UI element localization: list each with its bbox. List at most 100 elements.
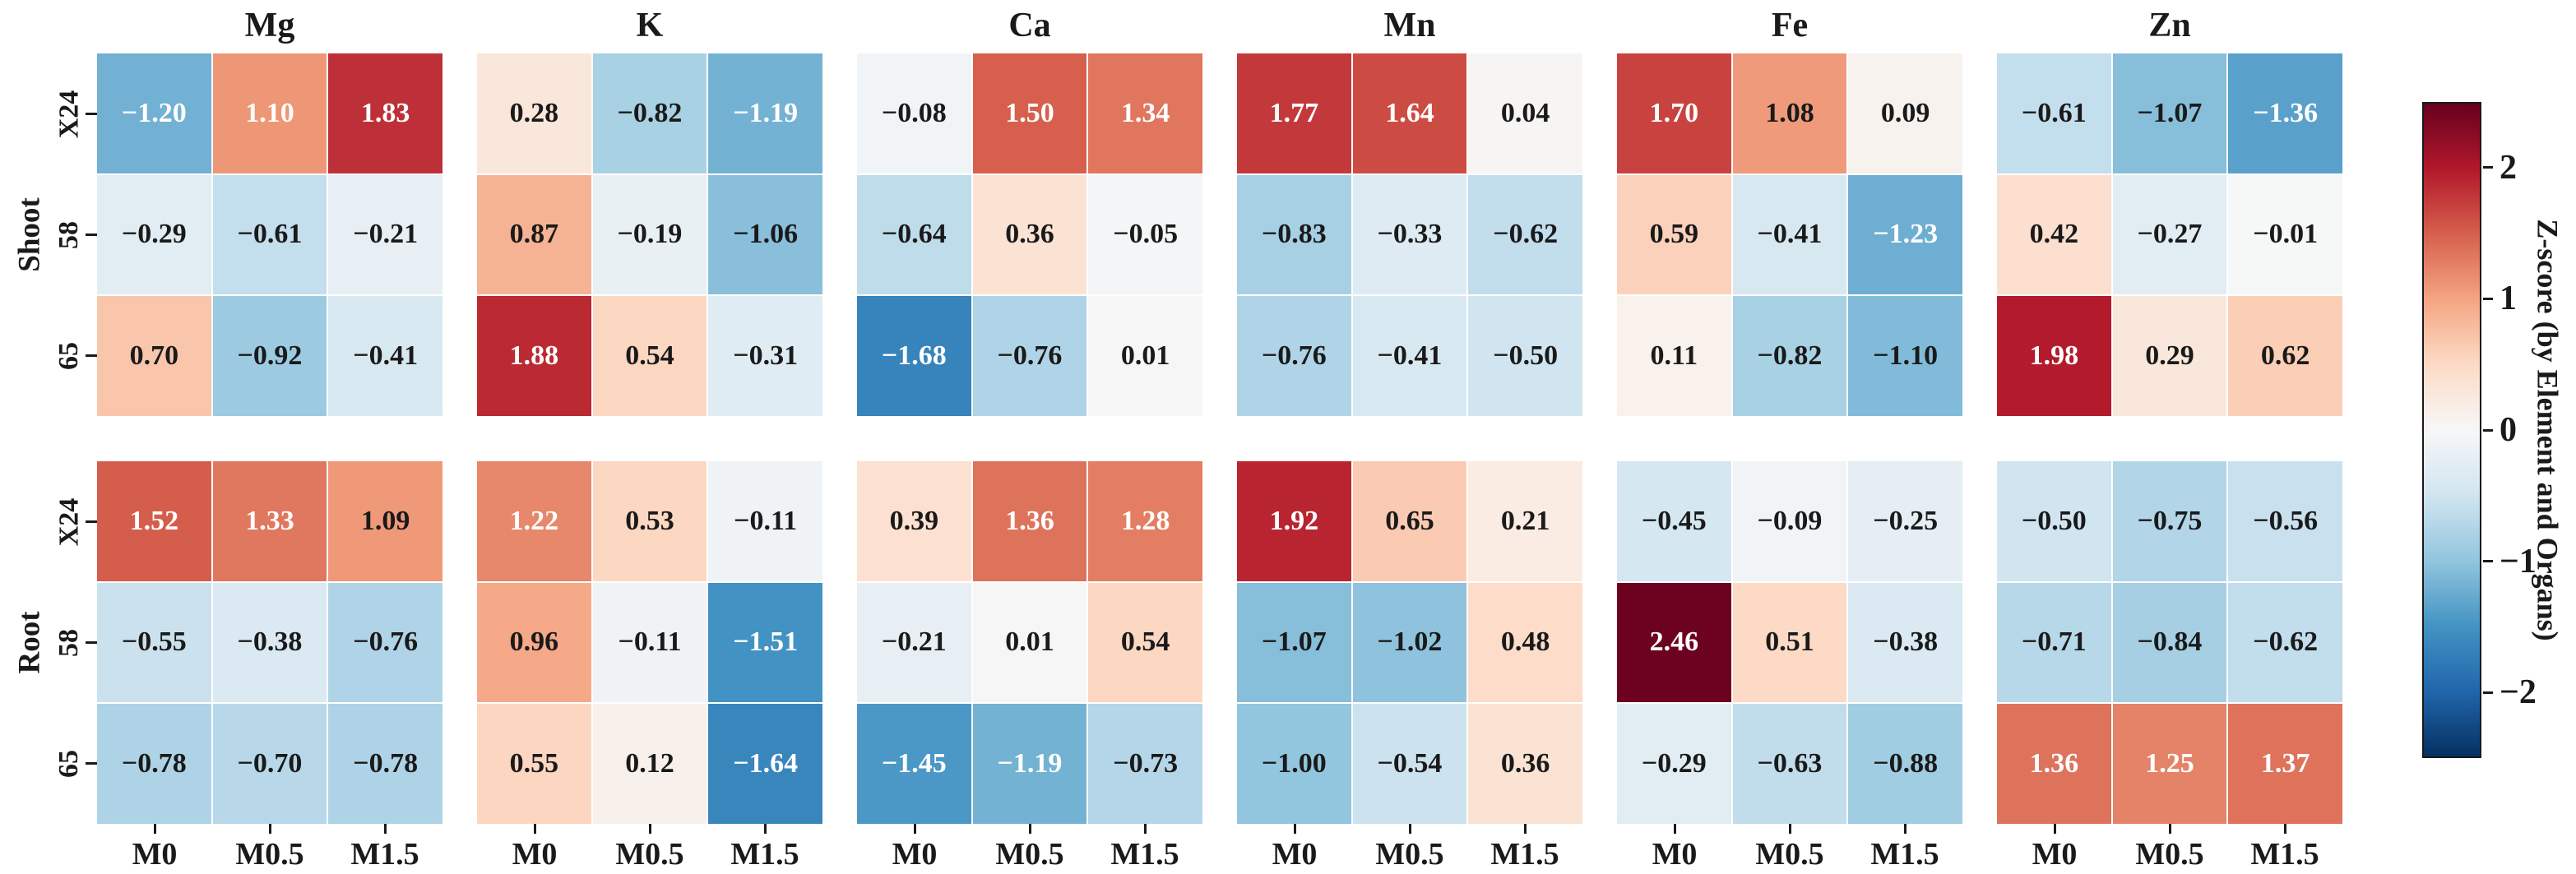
cell-value: 0.11 <box>1650 340 1698 372</box>
heatmap-cell: −1.64 <box>708 704 822 824</box>
heatmap-cell: 1.77 <box>1237 53 1351 173</box>
row-label-box-shoot-x24: X24 <box>48 53 90 174</box>
cell-value: −1.23 <box>1873 219 1939 250</box>
heatmap-cell: 0.12 <box>592 704 707 824</box>
cell-value: −0.41 <box>1757 219 1823 250</box>
heatmap-cell: −0.62 <box>2228 582 2342 703</box>
heatmap-cell: −0.45 <box>1617 461 1731 581</box>
heatmap-cell: −0.31 <box>708 296 822 416</box>
cell-value: −0.63 <box>1757 748 1823 779</box>
heatmap-cell: −0.76 <box>1237 296 1351 416</box>
x-tick-mark <box>1903 824 1907 834</box>
cell-value: −0.75 <box>2137 505 2203 536</box>
cell-value: −0.62 <box>1493 219 1559 250</box>
heatmap-cell: −1.23 <box>1848 174 1962 295</box>
cell-value: −0.29 <box>121 219 187 250</box>
row-tick-label: 58 <box>53 220 84 249</box>
x-tick-mark <box>533 824 536 834</box>
cell-value: −0.73 <box>1113 748 1179 779</box>
heatmap-cell: −0.63 <box>1732 704 1847 824</box>
cell-value: −0.82 <box>1757 340 1823 372</box>
heatmap-cell: −1.45 <box>857 704 971 824</box>
heatmap-block-shoot-fe: 1.70 1.08 0.09 0.59 −0.41 −1.23 0.11 −0.82 −1.10 <box>1617 53 1962 416</box>
heatmap-cell: 1.88 <box>477 296 591 416</box>
heatmap-cell: −0.27 <box>2112 174 2227 295</box>
x-tick-label: M0.5 <box>995 837 1064 872</box>
heatmap-cell: −0.82 <box>592 53 707 173</box>
heatmap-cell: −0.76 <box>328 582 442 703</box>
heatmap-cell: −1.19 <box>972 704 1087 824</box>
heatmap-cell: 1.50 <box>972 53 1087 173</box>
heatmap-cell: 0.09 <box>1848 53 1962 173</box>
heatmap-block-root-mn: 1.92 0.65 0.21 −1.07 −1.02 0.48 −1.00 −0.54 0.36 <box>1237 461 1582 824</box>
cell-value: −1.02 <box>1377 627 1443 658</box>
cell-value: −0.41 <box>1377 340 1443 372</box>
cell-value: 1.34 <box>1120 97 1170 128</box>
colorbar-tick-label: 2 <box>2500 148 2517 187</box>
heatmap-cell: −0.11 <box>592 582 707 703</box>
element-title-fe: Fe <box>1771 7 1809 44</box>
cell-value: −0.54 <box>1377 748 1443 779</box>
cell-value: −0.11 <box>618 627 682 658</box>
heatmap-cell: 0.42 <box>1997 174 2111 295</box>
cell-value: −0.78 <box>121 748 187 779</box>
heatmap-cell: 1.08 <box>1732 53 1847 173</box>
heatmap-cell: 1.33 <box>212 461 327 581</box>
element-title-zn: Zn <box>2148 7 2191 44</box>
x-tick-mark <box>1028 824 1031 834</box>
cell-value: 0.36 <box>1005 219 1054 250</box>
y-tick-mark <box>86 234 97 236</box>
heatmap-cell: 1.83 <box>328 53 442 173</box>
heatmap-cell: 0.04 <box>1468 53 1582 173</box>
y-tick-mark <box>86 520 97 523</box>
heatmap-cell: −0.38 <box>212 582 327 703</box>
cell-value: −0.19 <box>617 219 683 250</box>
colorbar-tick-label: −2 <box>2500 673 2537 712</box>
colorbar-tick-mark <box>2483 297 2493 300</box>
heatmap-cell: −1.51 <box>708 582 822 703</box>
heatmap-block-root-k: 1.22 0.53 −0.11 0.96 −0.11 −1.51 0.55 0.12 −1.64 <box>477 461 822 824</box>
heatmap-cell: 0.21 <box>1468 461 1582 581</box>
cell-value: −0.31 <box>733 340 799 372</box>
x-tick-mark <box>2053 824 2056 834</box>
organ-label-box-shoot: Shoot <box>7 53 53 416</box>
heatmap-cell: 1.28 <box>1088 461 1202 581</box>
heatmap-cell: −1.36 <box>2228 53 2342 173</box>
heatmap-cell: −1.07 <box>2112 53 2227 173</box>
cell-value: 1.50 <box>1005 97 1054 128</box>
cell-value: −0.88 <box>1873 748 1939 779</box>
x-tick-label: M1.5 <box>350 837 419 872</box>
colorbar-tick-label: 0 <box>2500 411 2517 449</box>
cell-value: −0.21 <box>353 219 419 250</box>
colorbar <box>2422 102 2481 758</box>
cell-value: −0.41 <box>353 340 419 372</box>
heatmap-cell: 1.92 <box>1237 461 1351 581</box>
cell-value: −0.70 <box>237 748 303 779</box>
cell-value: −1.07 <box>2137 97 2203 128</box>
heatmap-cell: −0.41 <box>1732 174 1847 295</box>
x-tick-mark <box>1143 824 1147 834</box>
heatmap-cell: −0.50 <box>1468 296 1582 416</box>
x-tick-mark <box>1788 824 1791 834</box>
cell-value: −1.00 <box>1261 748 1327 779</box>
heatmap-block-shoot-zn: −0.61 −1.07 −1.36 0.42 −0.27 −0.01 1.98 0.29 0.6… <box>1997 53 2342 416</box>
cell-value: −1.10 <box>1873 340 1939 372</box>
cell-value: −0.78 <box>353 748 419 779</box>
cell-value: −1.68 <box>881 340 947 372</box>
cell-value: −0.05 <box>1113 219 1179 250</box>
heatmap-cell: −0.38 <box>1848 582 1962 703</box>
heatmap-cell: −0.73 <box>1088 704 1202 824</box>
heatmap-cell: 0.53 <box>592 461 707 581</box>
cell-value: −1.19 <box>733 97 799 128</box>
cell-value: −0.61 <box>237 219 303 250</box>
heatmap-cell: 0.51 <box>1732 582 1847 703</box>
x-tick-label: M0 <box>1652 837 1698 872</box>
heatmap-cell: 0.39 <box>857 461 971 581</box>
cell-value: 0.04 <box>1500 97 1550 128</box>
x-tick-mark <box>913 824 916 834</box>
cell-value: −0.21 <box>881 627 947 658</box>
heatmap-cell: −0.55 <box>97 582 211 703</box>
cell-value: 1.09 <box>360 505 410 536</box>
x-tick-mark <box>383 824 387 834</box>
heatmap-cell: −0.82 <box>1732 296 1847 416</box>
